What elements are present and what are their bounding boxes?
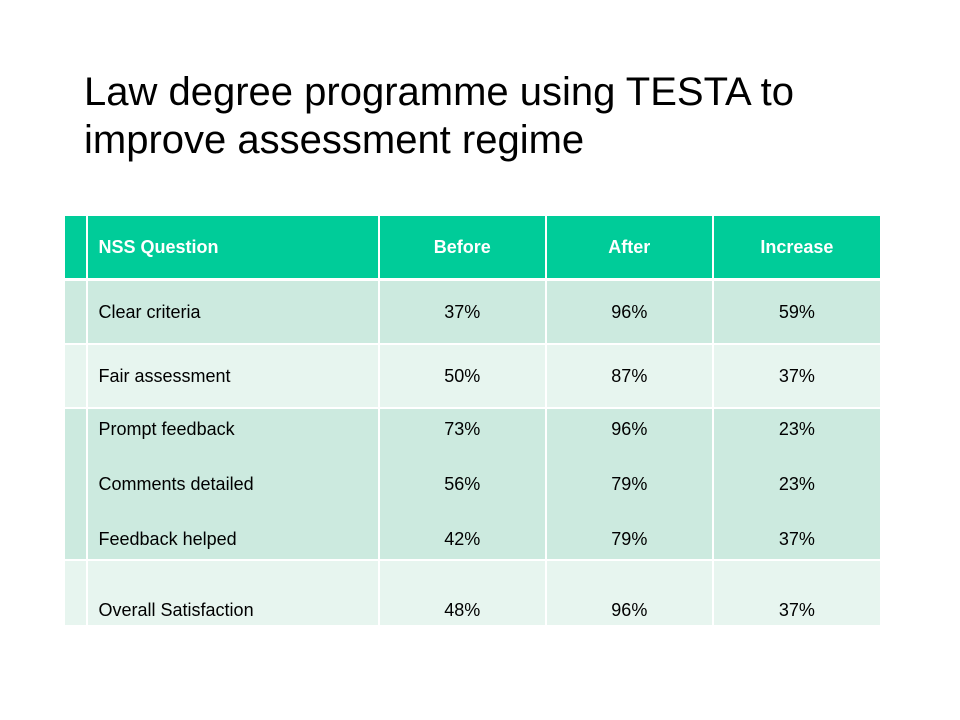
increase-value: 23% xyxy=(778,419,815,439)
before-cell: 48% xyxy=(377,560,546,627)
table-row: Clear criteria 37% 96% 59% xyxy=(65,279,880,345)
increase-cell: 23% 23% 37% xyxy=(711,408,880,561)
question-line: Comments detailed xyxy=(98,474,254,494)
header-nss-question: NSS Question xyxy=(85,216,379,281)
table-header-row: NSS Question Before After Increase xyxy=(65,216,880,281)
question-line: Feedback helped xyxy=(98,529,237,549)
before-cell: 50% xyxy=(377,344,546,409)
increase-value: 37% xyxy=(778,529,815,549)
increase-cell: 59% xyxy=(711,279,880,345)
nss-results-table: NSS Question Before After Increase Clear… xyxy=(65,216,880,627)
slide-title: Law degree programme using TESTA to impr… xyxy=(84,68,904,164)
question-text: Overall Satisfaction xyxy=(98,600,254,620)
increase-cell: 37% xyxy=(711,560,880,627)
increase-value: 23% xyxy=(778,474,815,494)
before-value: 48% xyxy=(444,600,481,620)
table-row: Fair assessment 50% 87% 37% xyxy=(65,344,880,409)
header-stub-cell xyxy=(65,216,87,281)
after-value: 79% xyxy=(611,529,648,549)
increase-value: 37% xyxy=(778,600,815,620)
after-value: 96% xyxy=(611,419,648,439)
after-cell: 87% xyxy=(544,344,713,409)
slide-title-line-1: Law degree programme using TESTA to xyxy=(84,70,794,114)
before-value: 56% xyxy=(444,474,481,494)
after-value: 96% xyxy=(611,600,648,620)
header-increase: Increase xyxy=(711,216,880,281)
before-cell: 37% xyxy=(377,279,546,345)
after-value: 79% xyxy=(611,474,648,494)
question-line: Prompt feedback xyxy=(98,419,235,439)
question-cell: Prompt feedback Comments detailed Feedba… xyxy=(85,408,379,561)
after-cell: 96% xyxy=(544,279,713,345)
table-row: Overall Satisfaction 48% 96% 37% xyxy=(65,560,880,627)
after-cell: 96% xyxy=(544,560,713,627)
header-before: Before xyxy=(377,216,546,281)
question-cell: Clear criteria xyxy=(85,279,379,345)
slide-title-line-2: improve assessment regime xyxy=(84,118,585,162)
row-stub-cell xyxy=(65,408,87,561)
after-cell: 96% 79% 79% xyxy=(544,408,713,561)
table-row: Prompt feedback Comments detailed Feedba… xyxy=(65,408,880,561)
question-cell: Fair assessment xyxy=(85,344,379,409)
question-cell: Overall Satisfaction xyxy=(85,560,379,627)
increase-cell: 37% xyxy=(711,344,880,409)
before-value: 42% xyxy=(444,529,481,549)
row-stub-cell xyxy=(65,344,87,409)
before-value: 73% xyxy=(444,419,481,439)
row-stub-cell xyxy=(65,560,87,627)
row-stub-cell xyxy=(65,279,87,345)
header-after: After xyxy=(544,216,713,281)
before-cell: 73% 56% 42% xyxy=(377,408,546,561)
